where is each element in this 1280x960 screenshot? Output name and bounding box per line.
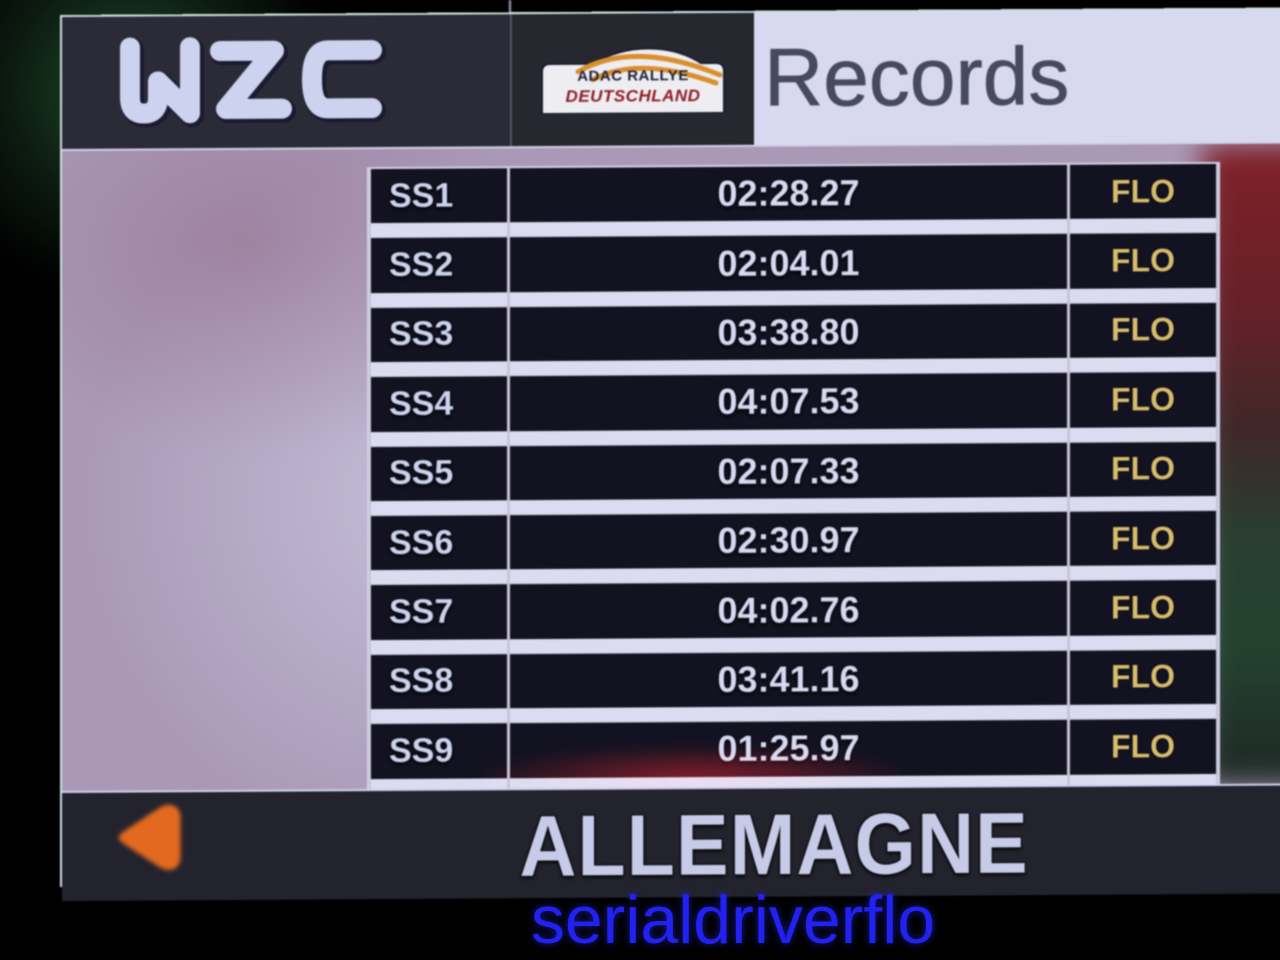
svg-text:ADAC RALLYE: ADAC RALLYE xyxy=(577,67,689,85)
svg-text:DEUTSCHLAND: DEUTSCHLAND xyxy=(566,86,701,106)
